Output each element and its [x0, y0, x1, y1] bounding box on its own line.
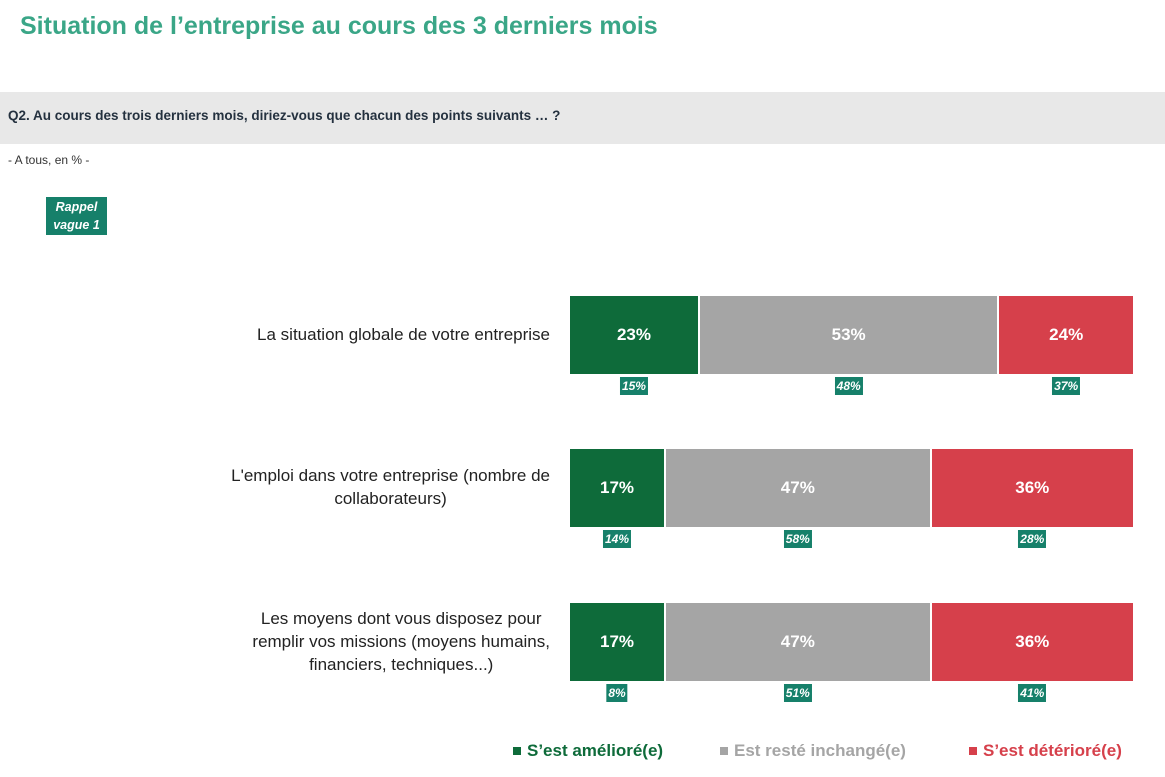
category-label-line: remplir vos missions (moyens humains,	[252, 631, 550, 651]
legend-swatch	[720, 747, 728, 755]
wave1-value-label: 48%	[834, 377, 863, 395]
question-text: Q2. Au cours des trois derniers mois, di…	[8, 108, 561, 123]
bar-segment-improved: 17%	[569, 602, 666, 682]
wave1-value-label: 15%	[619, 377, 648, 395]
legend-item-unchanged: Est resté inchangé(e)	[720, 741, 906, 761]
category-label: Les moyens dont vous disposez pour rempli…	[252, 607, 550, 676]
bar-segment-improved: 17%	[569, 448, 666, 528]
question-band: Q2. Au cours des trois derniers mois, di…	[0, 92, 1165, 144]
bar-value-label: 17%	[600, 632, 635, 651]
bar-segment-worsened: 36%	[930, 602, 1134, 682]
category-label: La situation globale de votre entreprise	[257, 323, 550, 346]
bar-value-label: 36%	[1015, 632, 1050, 651]
bar-segment-worsened: 36%	[930, 448, 1134, 528]
category-label-line: collaborateurs)	[334, 489, 447, 508]
bar-value-label: 17%	[600, 478, 635, 497]
legend-swatch	[969, 747, 977, 755]
legend-label: Est resté inchangé(e)	[734, 741, 906, 760]
category-label-line: Les moyens dont vous disposez pour	[260, 608, 542, 628]
bar-value-label: 47%	[780, 632, 815, 651]
bar-segment-unchanged: 47%	[665, 448, 931, 528]
bar-segment-improved: 23%	[569, 295, 699, 375]
bar-value-label: 36%	[1015, 478, 1050, 497]
category-label-line: financiers, techniques...)	[309, 654, 494, 674]
rappel-badge: Rappel vague 1	[46, 197, 107, 235]
bar-value-label: 24%	[1049, 325, 1084, 344]
legend-item-improved: S’est amélioré(e)	[513, 741, 663, 761]
page-title: Situation de l’entreprise au cours des 3…	[20, 12, 658, 40]
wave1-value-label: 58%	[783, 530, 812, 548]
wave1-value-label: 8%	[606, 684, 628, 702]
bar-segment-worsened: 24%	[998, 295, 1134, 375]
rappel-line-2: vague 1	[53, 218, 100, 232]
legend-label: S’est détérioré(e)	[983, 741, 1122, 760]
legend-label: S’est amélioré(e)	[527, 741, 664, 760]
wave1-value-label: 14%	[603, 530, 632, 548]
bar-segment-unchanged: 47%	[665, 602, 931, 682]
category-label-line: La situation globale de votre entreprise	[257, 324, 550, 344]
wave1-value-label: 28%	[1018, 530, 1047, 548]
wave1-value-label: 51%	[783, 684, 812, 702]
rappel-line-1: Rappel	[55, 200, 98, 214]
wave1-value-label: 37%	[1052, 377, 1081, 395]
legend-swatch	[513, 747, 521, 755]
bar-value-label: 23%	[616, 325, 651, 344]
wave1-value-label: 41%	[1018, 684, 1047, 702]
bar-value-label: 53%	[831, 325, 866, 344]
legend-item-worsened: S’est détérioré(e)	[969, 741, 1122, 761]
bar-value-label: 47%	[780, 478, 815, 497]
base-note: - A tous, en % -	[8, 153, 90, 167]
category-label: L'emploi dans votre entreprise (nombre d…	[231, 464, 550, 510]
bar-segment-unchanged: 53%	[698, 295, 999, 375]
category-label-line: L'emploi dans votre entreprise (nombre d…	[231, 466, 550, 485]
